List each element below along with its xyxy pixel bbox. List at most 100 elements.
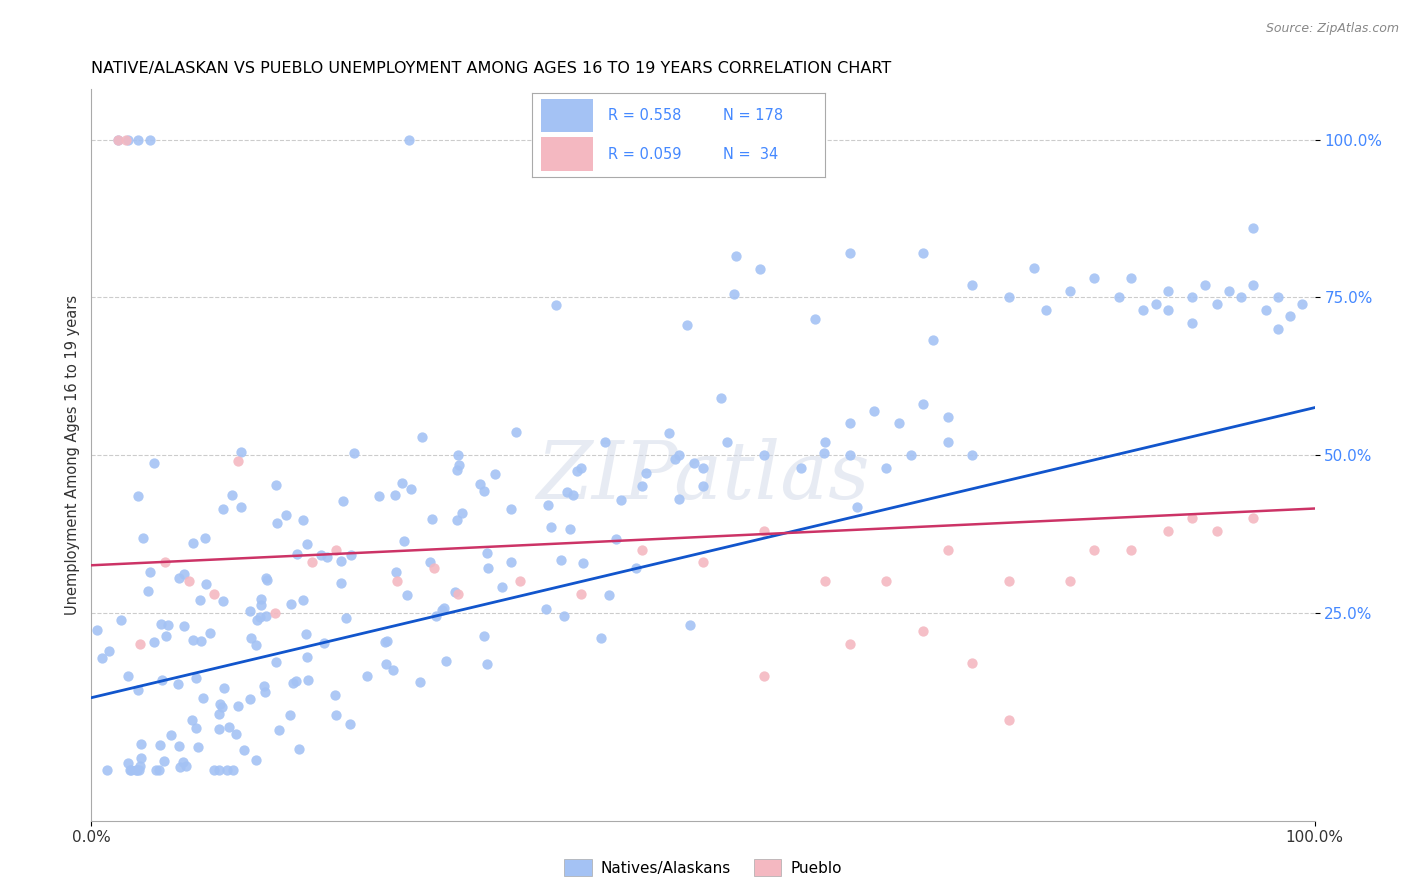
Point: [239, 691, 262, 706]
Point: [900, 448, 922, 462]
Point: [838, 417, 860, 431]
Point: [253, 684, 276, 698]
Point: [1022, 261, 1045, 276]
Point: [117, 133, 139, 147]
Point: [624, 561, 647, 575]
Point: [558, 522, 581, 536]
Point: [330, 553, 353, 567]
Point: [1230, 290, 1253, 304]
Point: [221, 488, 243, 502]
Point: [692, 479, 714, 493]
Point: [447, 448, 470, 462]
Point: [449, 458, 471, 472]
Point: [184, 721, 207, 735]
Point: [167, 739, 190, 754]
Point: [1243, 511, 1265, 525]
Point: [249, 599, 271, 613]
Point: [1194, 277, 1216, 292]
Point: [129, 751, 152, 765]
Point: [1181, 511, 1204, 525]
Point: [249, 610, 271, 624]
Point: [468, 477, 491, 491]
Point: [491, 581, 513, 595]
Point: [447, 587, 470, 601]
Point: [609, 493, 631, 508]
Point: [724, 249, 747, 263]
Point: [838, 246, 860, 260]
Point: [572, 556, 595, 570]
Point: [256, 573, 278, 587]
Point: [912, 397, 935, 411]
Point: [332, 493, 354, 508]
Point: [1083, 542, 1105, 557]
Point: [998, 713, 1021, 727]
Point: [676, 318, 699, 333]
Point: [385, 574, 409, 588]
Point: [212, 594, 235, 608]
Point: [845, 500, 868, 514]
Point: [598, 588, 620, 602]
Point: [540, 520, 562, 534]
Point: [295, 537, 318, 551]
Point: [340, 548, 363, 562]
Point: [1083, 271, 1105, 285]
Point: [129, 637, 152, 651]
Point: [631, 479, 654, 493]
Point: [301, 555, 323, 569]
Point: [288, 741, 311, 756]
Point: [208, 722, 231, 736]
Point: [212, 681, 235, 696]
Point: [593, 435, 616, 450]
Point: [1205, 296, 1227, 310]
Point: [325, 542, 347, 557]
Point: [838, 448, 860, 462]
Point: [215, 763, 238, 777]
Point: [107, 133, 129, 147]
Point: [1205, 524, 1227, 538]
Point: [814, 574, 837, 588]
Point: [131, 737, 153, 751]
Point: [274, 508, 297, 523]
Point: [668, 448, 690, 462]
Point: [537, 499, 560, 513]
Point: [264, 655, 287, 669]
Point: [143, 635, 166, 649]
Point: [384, 488, 406, 502]
Point: [284, 673, 307, 688]
Point: [232, 743, 254, 757]
Point: [152, 673, 174, 687]
Point: [127, 133, 149, 147]
Point: [229, 500, 252, 515]
Point: [212, 501, 235, 516]
Point: [117, 756, 139, 770]
Point: [124, 763, 146, 777]
Point: [181, 633, 204, 648]
Point: [636, 466, 658, 480]
Point: [398, 133, 420, 147]
Point: [312, 635, 335, 649]
Point: [887, 417, 910, 431]
Point: [936, 435, 959, 450]
Point: [253, 679, 276, 693]
Point: [218, 720, 240, 734]
Point: [1144, 296, 1167, 310]
Point: [692, 460, 714, 475]
Point: [1121, 271, 1143, 285]
Point: [569, 460, 592, 475]
Point: [325, 708, 347, 723]
Point: [128, 758, 150, 772]
Point: [181, 535, 204, 549]
Point: [323, 689, 346, 703]
Text: NATIVE/ALASKAN VS PUEBLO UNEMPLOYMENT AMONG AGES 16 TO 19 YEARS CORRELATION CHAR: NATIVE/ALASKAN VS PUEBLO UNEMPLOYMENT AM…: [91, 61, 891, 76]
Point: [591, 632, 613, 646]
Point: [174, 758, 197, 772]
Point: [193, 690, 215, 705]
Point: [315, 550, 337, 565]
Point: [264, 477, 287, 491]
Point: [198, 626, 221, 640]
Point: [291, 513, 314, 527]
Point: [240, 631, 263, 645]
Point: [127, 490, 149, 504]
Point: [754, 448, 776, 462]
Point: [912, 624, 935, 639]
